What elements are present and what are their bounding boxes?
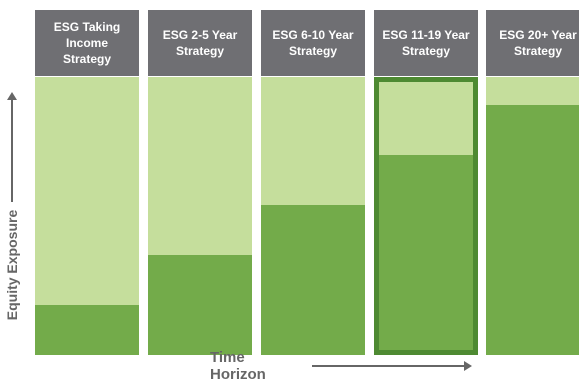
column-header-line: Income Strategy — [62, 36, 112, 66]
column-header-line: ESG Taking — [53, 20, 121, 34]
y-axis-arrow — [7, 92, 17, 202]
column-header-line: Strategy — [175, 44, 225, 58]
equity-bar — [261, 205, 365, 355]
x-axis: Time Horizon — [210, 349, 473, 383]
column-header: ESG 2-5 Year Strategy — [148, 10, 252, 76]
equity-bar — [374, 155, 478, 355]
column-header-line: ESG 20+ Year — [499, 28, 577, 42]
equity-bar — [148, 255, 252, 355]
column-header-line: Strategy — [513, 44, 562, 58]
equity-bar — [35, 305, 139, 355]
x-axis-arrow — [311, 361, 473, 371]
column-header-line: Strategy — [288, 44, 337, 58]
column-header-line: ESG 6-10 Year — [272, 28, 354, 42]
column-header: ESG Taking Income Strategy — [35, 10, 139, 76]
x-axis-label: Time Horizon — [210, 349, 266, 383]
y-axis-label: Equity Exposure — [4, 209, 20, 321]
column-header-line: ESG 2-5 Year — [162, 28, 238, 42]
y-axis: Equity Exposure — [2, 90, 22, 360]
equity-bar — [486, 105, 579, 355]
column-header: ESG 6-10 Year Strategy — [261, 10, 365, 76]
column-header-line: ESG 11-19 Year — [382, 28, 470, 42]
column-header-line: Strategy — [401, 44, 451, 58]
column-header: ESG 11-19 Year Strategy — [374, 10, 478, 76]
column-header: ESG 20+ Year Strategy — [486, 10, 579, 76]
